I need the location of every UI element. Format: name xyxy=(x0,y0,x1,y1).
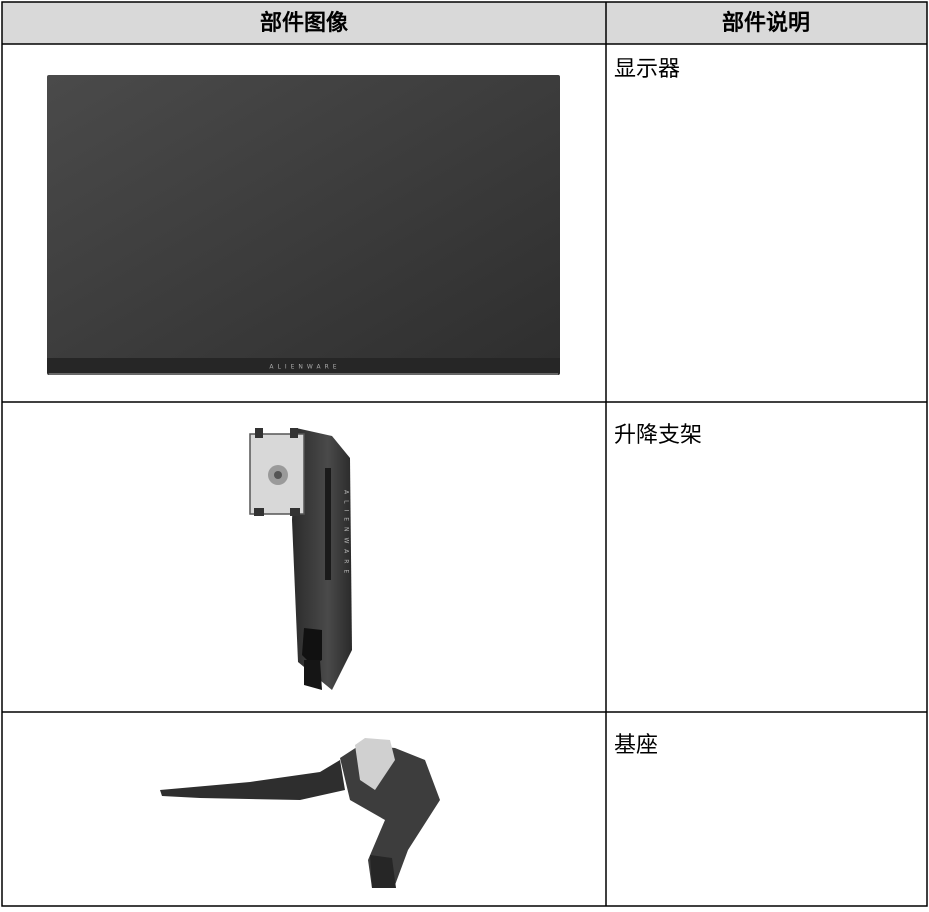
header-cell: 部件图像 xyxy=(260,10,349,36)
base-image xyxy=(160,738,440,888)
description: 显示器 xyxy=(614,57,680,82)
stand-image: ALIENWARE xyxy=(249,428,352,690)
monitor-image: ALIENWARE xyxy=(47,75,560,375)
header-cell: 部件说明 xyxy=(722,10,810,36)
stand-logo: ALIENWARE xyxy=(343,490,350,579)
description: 升降支架 xyxy=(614,423,702,448)
header-background xyxy=(2,2,927,44)
description: 基座 xyxy=(614,733,658,758)
monitor-logo: ALIENWARE xyxy=(269,364,340,371)
